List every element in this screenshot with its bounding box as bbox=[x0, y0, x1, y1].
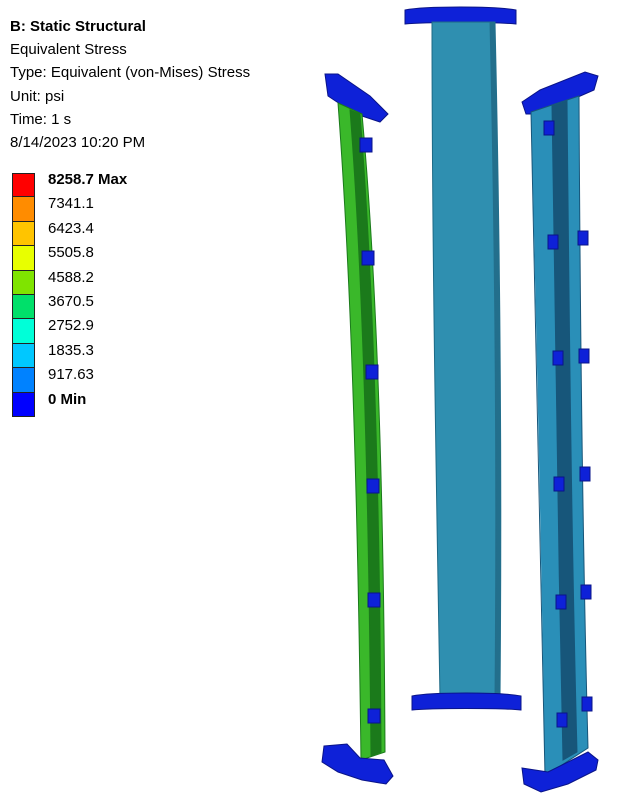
bolt-block bbox=[367, 592, 381, 608]
legend-swatch bbox=[12, 368, 35, 393]
bolt-block bbox=[556, 712, 568, 728]
center-web bbox=[404, 6, 522, 711]
result-name: Equivalent Stress bbox=[10, 41, 127, 59]
legend-swatch bbox=[12, 221, 35, 247]
center-web-bottom-fixture bbox=[411, 692, 522, 711]
result-date: 8/14/2023 10:20 PM bbox=[10, 134, 146, 152]
legend-label: 3670.5 bbox=[48, 293, 94, 310]
bolt-block bbox=[581, 696, 593, 712]
left-rail-bottom-fixture bbox=[321, 743, 394, 785]
legend-label: 5505.8 bbox=[48, 244, 94, 262]
right-rail-channel bbox=[551, 100, 578, 761]
legend-label: 2752.9 bbox=[48, 317, 94, 335]
bolt-block bbox=[543, 120, 555, 136]
legend-swatch bbox=[12, 295, 35, 320]
bolt-block bbox=[366, 478, 380, 494]
legend-label: 917.63 bbox=[48, 366, 94, 384]
bolt-block bbox=[365, 364, 379, 380]
right-rail-bottom-fixture bbox=[521, 751, 599, 793]
left-rail-top-fixture bbox=[324, 73, 389, 123]
legend-label: 1835.3 bbox=[48, 341, 94, 359]
legend-swatch bbox=[12, 246, 35, 271]
bolt-block bbox=[553, 476, 565, 492]
stress-legend: 8258.7 Max 7341.1 6423.4 5505.8 4588.2 3670.5… bbox=[12, 171, 172, 423]
bolt-block bbox=[577, 230, 589, 246]
result-time: Time: 1 s bbox=[10, 110, 72, 128]
bolt-block bbox=[367, 708, 381, 724]
analysis-title: B: Static Structural bbox=[10, 18, 146, 35]
legend-label: 6423.4 bbox=[48, 219, 94, 237]
right-rail bbox=[521, 71, 599, 793]
result-type: Type: Equivalent (von-Mises) Stress bbox=[10, 64, 251, 82]
bolt-block bbox=[361, 250, 375, 266]
result-unit: Unit: psi bbox=[10, 87, 65, 105]
left-rail-bolts bbox=[359, 137, 381, 724]
bolt-block bbox=[359, 137, 373, 153]
left-rail bbox=[321, 73, 394, 785]
center-web-top-fixture bbox=[404, 6, 517, 25]
legend-swatch bbox=[12, 392, 35, 417]
legend-swatch bbox=[12, 270, 35, 295]
legend-max-label: 8258.7 Max bbox=[48, 171, 128, 188]
legend-min-label: 0 Min bbox=[48, 390, 87, 408]
bolt-block bbox=[552, 350, 564, 366]
bolt-block bbox=[579, 466, 591, 482]
center-web-plate bbox=[431, 21, 500, 699]
bolt-block bbox=[547, 234, 559, 250]
right-rail-bolts bbox=[543, 120, 593, 728]
result-info: B: Static Structural Equivalent Stress T… bbox=[10, 15, 250, 154]
legend-swatch bbox=[12, 197, 35, 222]
legend-swatch bbox=[12, 173, 35, 198]
bolt-block bbox=[580, 584, 592, 600]
legend-swatch bbox=[12, 343, 35, 369]
legend-swatch bbox=[12, 319, 35, 344]
bolt-block bbox=[578, 348, 590, 364]
legend-label: 4588.2 bbox=[48, 268, 94, 286]
legend-label: 7341.1 bbox=[48, 195, 94, 213]
bolt-block bbox=[555, 594, 567, 610]
